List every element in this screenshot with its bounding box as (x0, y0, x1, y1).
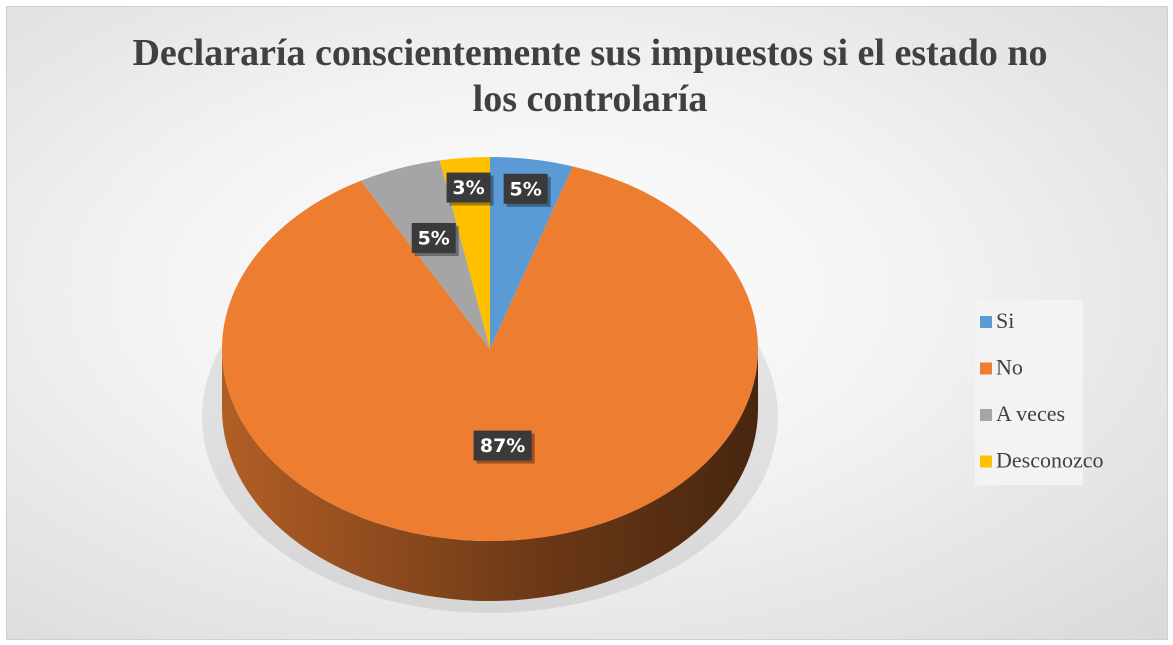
data-label: 87% (480, 435, 525, 457)
legend-label: No (996, 355, 1023, 380)
legend-label: Si (996, 308, 1014, 333)
legend-box (975, 300, 1083, 485)
pie-side (222, 349, 758, 601)
data-label: 5% (510, 178, 542, 200)
data-label-box (446, 172, 491, 203)
data-label-box (473, 430, 532, 461)
pie-slice (439, 157, 490, 349)
legend-label: A veces (996, 401, 1065, 426)
data-label: 5% (418, 227, 450, 249)
data-label: 3% (452, 177, 484, 199)
legend-swatch (980, 455, 992, 468)
legend-label: Desconozco (996, 448, 1104, 473)
pie-slice (221, 166, 758, 541)
pie-slice (360, 160, 490, 349)
legend-swatch (980, 316, 992, 328)
legend-swatch (980, 409, 992, 421)
chart-title: Declararía conscientemente sus impuestos… (132, 32, 1048, 120)
pie-slice (490, 157, 573, 349)
data-label-box (503, 173, 548, 204)
data-label-box (411, 222, 456, 253)
legend-swatch (980, 362, 992, 375)
